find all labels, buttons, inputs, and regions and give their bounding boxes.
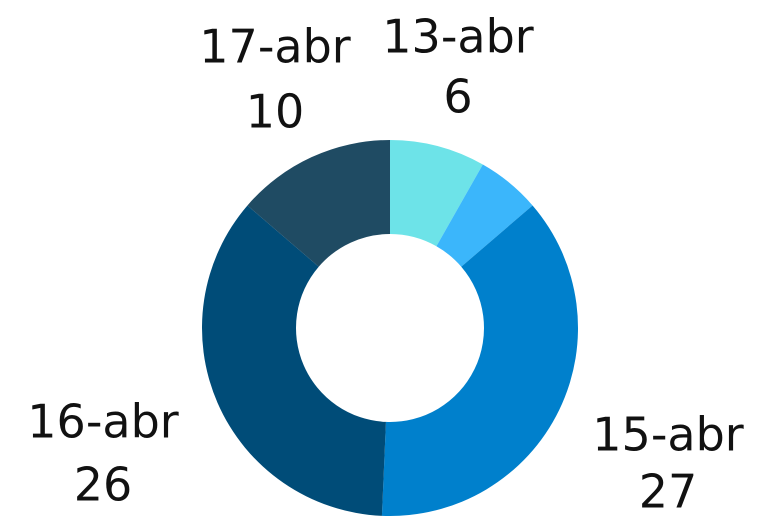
slice-label: 17-abr xyxy=(199,20,351,74)
slice-value: 10 xyxy=(246,85,305,139)
slice-label: 16-abr xyxy=(27,395,179,449)
donut-slice xyxy=(390,140,483,247)
donut-slice xyxy=(247,140,390,267)
donut-slice xyxy=(381,205,578,516)
slice-label: 15-abr xyxy=(592,408,744,462)
slice-value: 27 xyxy=(639,465,698,518)
slice-value: 6 xyxy=(443,70,472,124)
slice-label: 13-abr xyxy=(382,10,534,64)
donut-slice xyxy=(202,205,386,516)
donut-slice xyxy=(436,164,533,267)
slice-value: 26 xyxy=(74,458,133,512)
